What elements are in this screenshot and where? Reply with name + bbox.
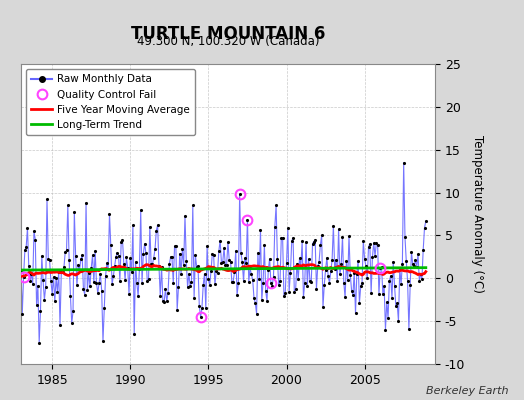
Title: TURTLE MOUNTAIN 6: TURTLE MOUNTAIN 6 <box>131 25 325 43</box>
Y-axis label: Temperature Anomaly (°C): Temperature Anomaly (°C) <box>472 135 485 293</box>
Legend: Raw Monthly Data, Quality Control Fail, Five Year Moving Average, Long-Term Tren: Raw Monthly Data, Quality Control Fail, … <box>26 69 195 135</box>
Text: Berkeley Earth: Berkeley Earth <box>426 386 508 396</box>
Text: 49.300 N, 100.320 W (Canada): 49.300 N, 100.320 W (Canada) <box>137 34 319 48</box>
